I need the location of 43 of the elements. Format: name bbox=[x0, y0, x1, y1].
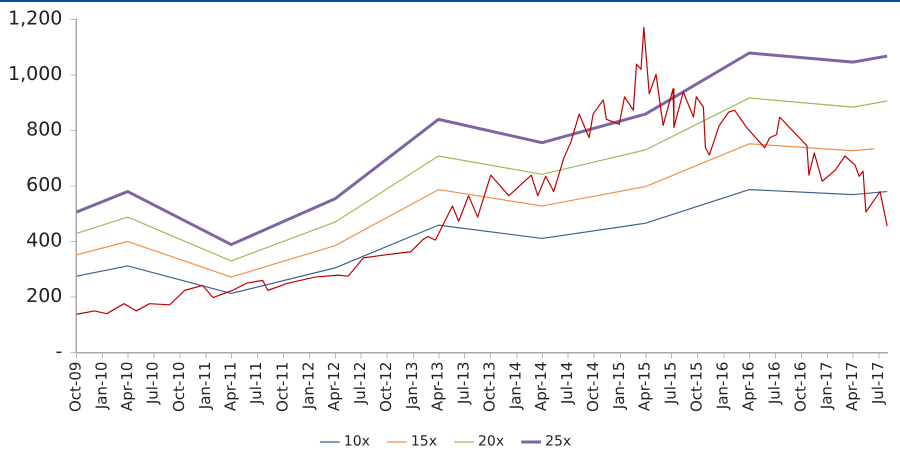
y-tick-label: 200 bbox=[26, 284, 62, 307]
x-tick-label: Oct-09 bbox=[66, 362, 84, 412]
y-tick-label: 800 bbox=[26, 118, 62, 140]
x-tick-label: Oct-10 bbox=[170, 362, 188, 412]
x-tick-label: Jul-14 bbox=[558, 362, 576, 406]
y-tick-label: - bbox=[56, 340, 62, 363]
x-tick-label: Jan-11 bbox=[196, 362, 214, 410]
x-tick-label: Apr-10 bbox=[118, 362, 136, 412]
y-tick-label: 1,200 bbox=[8, 7, 62, 30]
x-tick-label: Apr-13 bbox=[428, 362, 447, 412]
y-tick-label: 600 bbox=[26, 174, 62, 196]
x-tick-label: Apr-14 bbox=[532, 362, 550, 412]
x-tick-label: Jul-16 bbox=[765, 362, 784, 406]
x-tick-label: Jul-10 bbox=[144, 362, 162, 406]
x-tick-label: Oct-13 bbox=[480, 362, 499, 412]
x-tick-label: Apr-12 bbox=[325, 362, 344, 412]
x-tick-label: Jan-17 bbox=[817, 362, 836, 410]
x-tick-label: Jul-12 bbox=[351, 362, 369, 406]
legend-label: 10x bbox=[344, 434, 370, 450]
x-tick-label: Jul-15 bbox=[662, 362, 680, 406]
x-tick-label: Oct-12 bbox=[377, 362, 396, 412]
x-tick-label: Apr-17 bbox=[843, 362, 862, 412]
x-tick-label: Jan-10 bbox=[92, 362, 110, 410]
legend-label: 15x bbox=[410, 434, 438, 450]
x-tick-label: Oct-16 bbox=[791, 362, 810, 412]
x-tick-label: Apr-11 bbox=[221, 362, 240, 412]
y-tick-label: 400 bbox=[26, 229, 62, 252]
x-tick-label: Jan-16 bbox=[714, 362, 732, 410]
x-tick-label: Apr-16 bbox=[740, 362, 758, 412]
x-tick-label: Jan-14 bbox=[506, 362, 525, 410]
legend-label: 20x bbox=[478, 434, 504, 450]
x-tick-label: Apr-15 bbox=[636, 362, 654, 412]
x-tick-label: Oct-15 bbox=[688, 362, 706, 412]
x-tick-label: Oct-14 bbox=[584, 362, 602, 412]
x-tick-label: Oct-11 bbox=[273, 362, 292, 412]
legend-label: 25x bbox=[545, 434, 572, 450]
x-tick-label: Jul-17 bbox=[868, 362, 887, 406]
x-tick-label: Jan-12 bbox=[299, 362, 318, 410]
x-tick-label: Jul-13 bbox=[454, 362, 473, 406]
y-tick-label: 1,000 bbox=[8, 62, 62, 85]
x-tick-label: Jan-13 bbox=[403, 362, 422, 410]
x-tick-label: Jan-15 bbox=[610, 362, 628, 410]
x-tick-label: Jul-11 bbox=[247, 362, 266, 406]
